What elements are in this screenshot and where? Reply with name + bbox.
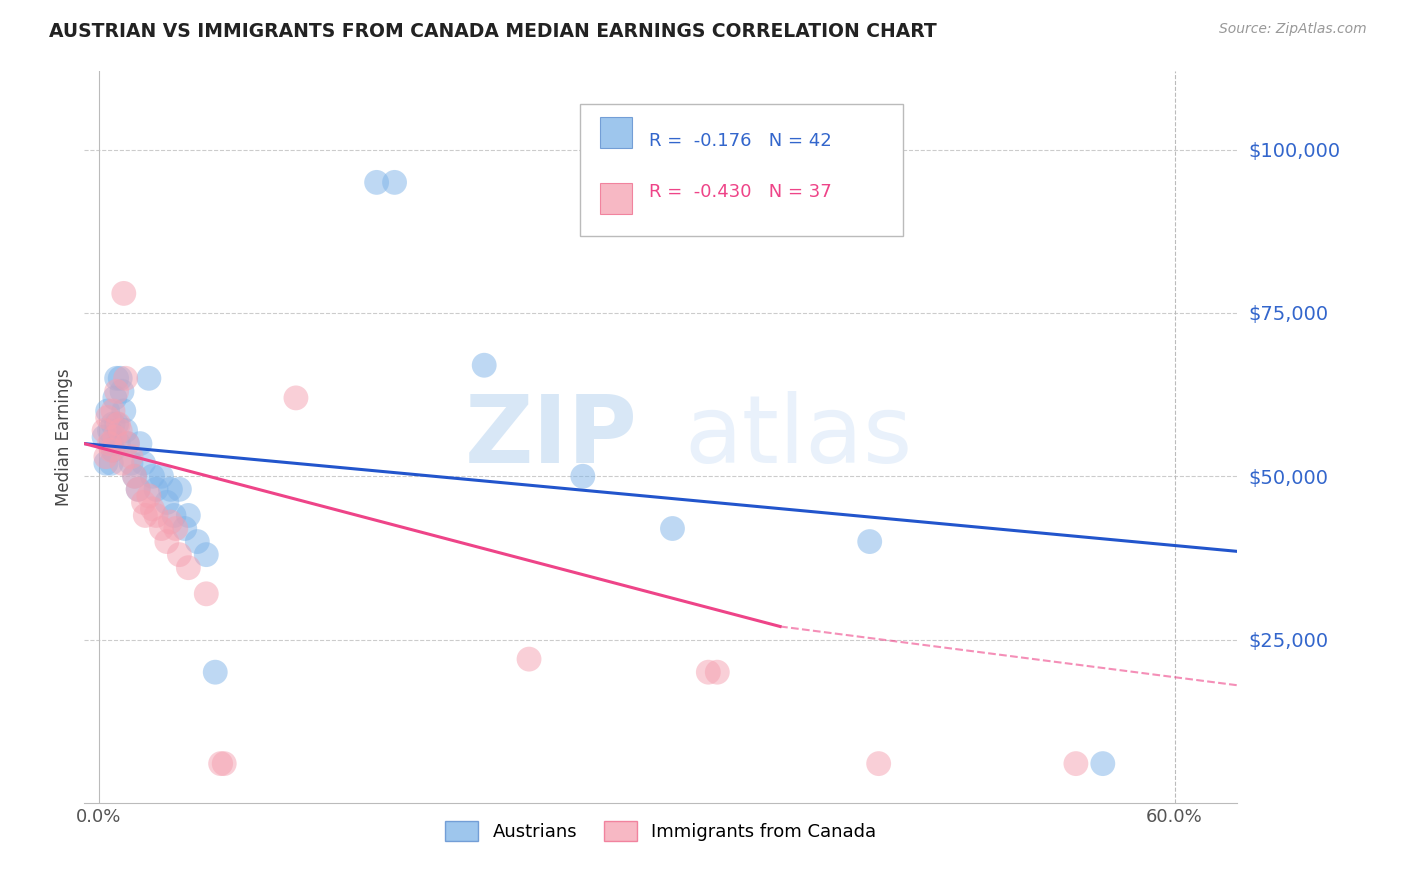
Text: R =  -0.176   N = 42: R = -0.176 N = 42	[650, 132, 832, 150]
Point	[141, 502, 163, 516]
Point	[163, 508, 186, 523]
Point	[114, 424, 136, 438]
Point	[173, 521, 195, 535]
Text: ZIP: ZIP	[465, 391, 638, 483]
Point	[100, 456, 122, 470]
Point	[94, 450, 117, 464]
Point	[169, 483, 191, 497]
Text: AUSTRIAN VS IMMIGRANTS FROM CANADA MEDIAN EARNINGS CORRELATION CHART: AUSTRIAN VS IMMIGRANTS FROM CANADA MEDIA…	[49, 22, 936, 41]
Point	[127, 483, 149, 497]
Point	[472, 358, 495, 372]
Point	[107, 417, 129, 431]
Point	[110, 424, 132, 438]
Point	[284, 391, 307, 405]
Point	[165, 521, 187, 535]
Point	[195, 587, 218, 601]
Point	[100, 436, 122, 450]
Text: R =  -0.430   N = 37: R = -0.430 N = 37	[650, 183, 832, 201]
Point	[117, 436, 139, 450]
Point	[169, 548, 191, 562]
Point	[114, 371, 136, 385]
FancyBboxPatch shape	[600, 118, 633, 148]
FancyBboxPatch shape	[600, 183, 633, 214]
Text: Source: ZipAtlas.com: Source: ZipAtlas.com	[1219, 22, 1367, 37]
Point	[177, 560, 200, 574]
Point	[101, 404, 124, 418]
Point	[138, 371, 160, 385]
Point	[177, 508, 200, 523]
Point	[517, 652, 540, 666]
Point	[195, 548, 218, 562]
Point	[112, 404, 135, 418]
Point	[145, 508, 167, 523]
Point	[859, 534, 882, 549]
Point	[1064, 756, 1087, 771]
Point	[204, 665, 226, 680]
Point	[93, 430, 115, 444]
Point	[572, 469, 595, 483]
Point	[124, 469, 146, 483]
Point	[111, 456, 134, 470]
Point	[105, 371, 128, 385]
Point	[112, 286, 135, 301]
Point	[98, 436, 121, 450]
Point	[101, 417, 124, 431]
Point	[104, 430, 127, 444]
Point	[697, 665, 720, 680]
Point	[706, 665, 728, 680]
Point	[1091, 756, 1114, 771]
Point	[111, 384, 134, 399]
Point	[105, 417, 128, 431]
Point	[120, 456, 142, 470]
Point	[100, 443, 122, 458]
Point	[159, 483, 181, 497]
Point	[127, 483, 149, 497]
Point	[129, 436, 152, 450]
Legend: Austrians, Immigrants from Canada: Austrians, Immigrants from Canada	[439, 814, 883, 848]
Point	[868, 756, 890, 771]
Point	[366, 175, 388, 189]
Point	[105, 384, 128, 399]
Point	[141, 469, 163, 483]
Point	[134, 508, 156, 523]
Point	[384, 175, 406, 189]
Point	[93, 424, 115, 438]
Point	[97, 410, 120, 425]
Point	[150, 469, 173, 483]
Point	[107, 436, 129, 450]
Point	[212, 756, 235, 771]
Point	[124, 469, 146, 483]
Point	[159, 515, 181, 529]
Point	[156, 534, 179, 549]
Point	[132, 495, 155, 509]
Point	[145, 483, 167, 497]
Point	[156, 495, 179, 509]
Point	[101, 443, 124, 458]
Point	[132, 456, 155, 470]
Point	[94, 456, 117, 470]
Point	[110, 371, 132, 385]
Point	[150, 521, 173, 535]
Point	[120, 450, 142, 464]
Point	[97, 404, 120, 418]
Point	[186, 534, 208, 549]
Point	[661, 521, 683, 535]
Point	[138, 489, 160, 503]
Point	[209, 756, 232, 771]
Point	[117, 436, 139, 450]
Point	[98, 424, 121, 438]
Point	[104, 391, 127, 405]
FancyBboxPatch shape	[581, 104, 903, 235]
Text: atlas: atlas	[683, 391, 912, 483]
Y-axis label: Median Earnings: Median Earnings	[55, 368, 73, 506]
